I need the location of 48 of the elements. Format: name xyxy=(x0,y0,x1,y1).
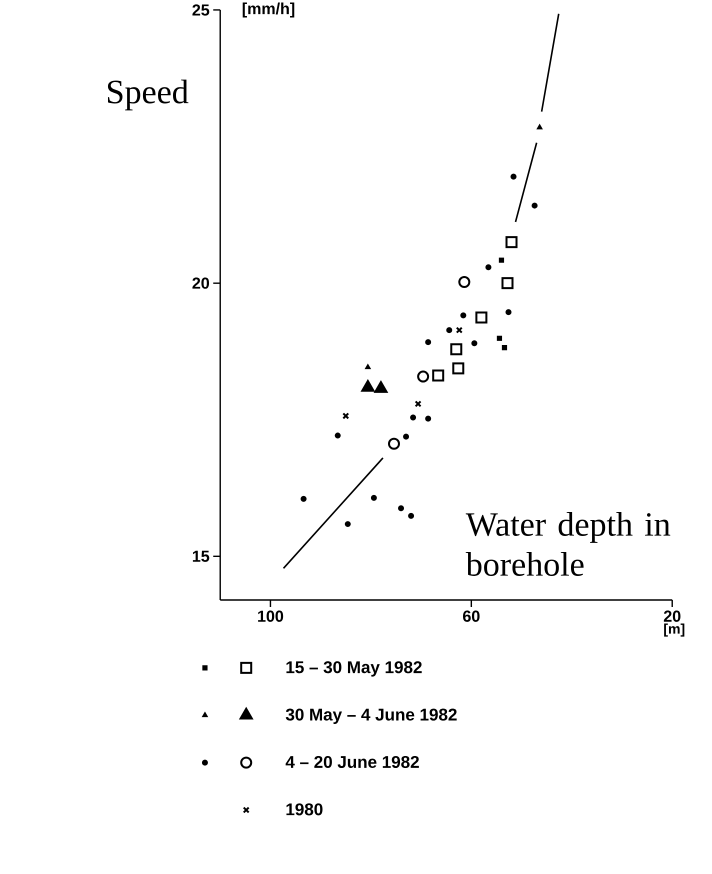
point xyxy=(510,174,516,180)
point xyxy=(414,400,422,408)
point xyxy=(496,336,502,341)
y-tick-label: 20 xyxy=(192,277,209,289)
point xyxy=(498,258,504,263)
x-tick-label: 20 xyxy=(664,610,680,622)
point xyxy=(505,236,518,248)
text: [m] xyxy=(664,624,684,637)
x-tick-label: 100 xyxy=(258,610,284,622)
legend-label: 4 – 20 June 1982 xyxy=(286,756,419,768)
x-axis-title: Water depth in borehole xyxy=(466,512,670,576)
point xyxy=(402,434,409,440)
point xyxy=(450,343,462,356)
point xyxy=(344,521,351,528)
point xyxy=(432,369,444,382)
y-tick-label: 25 xyxy=(192,4,210,16)
point xyxy=(458,276,470,288)
point xyxy=(300,496,306,502)
point xyxy=(501,277,514,290)
point xyxy=(471,340,478,346)
point xyxy=(334,432,341,439)
legend-label: 30 May – 4 June 1982 xyxy=(286,708,457,724)
point xyxy=(502,345,507,350)
point xyxy=(536,124,543,130)
point xyxy=(408,512,414,519)
point xyxy=(456,326,463,334)
annotation: [mm/h] xyxy=(242,2,294,18)
point xyxy=(388,438,400,450)
point xyxy=(475,312,488,324)
legend-label: 15 – 30 May 1982 xyxy=(286,661,422,677)
point xyxy=(370,494,377,501)
point xyxy=(425,339,432,346)
point xyxy=(417,370,430,383)
point xyxy=(485,264,492,270)
point xyxy=(364,364,371,370)
point xyxy=(505,309,512,316)
legend-label: 1980 xyxy=(286,803,322,816)
point xyxy=(446,327,452,334)
y-tick-label: 15 xyxy=(192,550,210,562)
point xyxy=(342,412,350,420)
point xyxy=(460,312,466,318)
point xyxy=(452,362,464,374)
x-tick-label: 60 xyxy=(462,610,480,622)
point xyxy=(398,505,404,512)
point xyxy=(532,202,538,209)
y-axis-title: Speed xyxy=(108,80,188,110)
point xyxy=(410,414,416,421)
point xyxy=(425,416,432,422)
